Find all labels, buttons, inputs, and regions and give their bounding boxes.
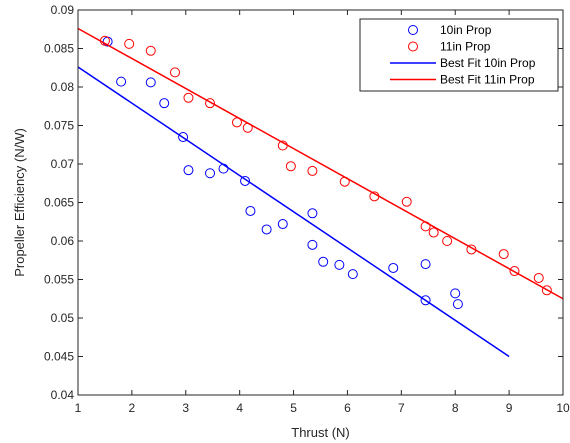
point-1-18 bbox=[498, 249, 509, 260]
point-0-21 bbox=[452, 299, 463, 310]
point-1-21 bbox=[541, 285, 552, 296]
y-tick-label-7: 0.075 bbox=[44, 119, 74, 133]
point-0-12 bbox=[307, 208, 318, 219]
y-tick-label-5: 0.065 bbox=[44, 196, 74, 210]
x-tick-label-8: 9 bbox=[506, 401, 513, 415]
legend-swatch-0 bbox=[408, 25, 418, 35]
x-tick-label-6: 7 bbox=[398, 401, 405, 415]
x-tick-label-4: 5 bbox=[290, 401, 297, 415]
point-0-17 bbox=[388, 262, 399, 273]
y-tick-label-10: 0.09 bbox=[51, 3, 75, 17]
point-0-13 bbox=[307, 239, 318, 250]
legend: 10in Prop 11in Prop Best Fit 10in Prop Best… bbox=[359, 18, 559, 92]
legend-entry-0: 10in Prop bbox=[440, 23, 492, 37]
legend-swatch-1 bbox=[408, 41, 418, 52]
y-tick-label-9: 0.085 bbox=[44, 42, 74, 56]
point-0-1 bbox=[116, 76, 127, 87]
series-2 bbox=[77, 66, 510, 358]
point-0-9 bbox=[245, 205, 256, 216]
y-tick-label-0: 0.04 bbox=[51, 388, 75, 402]
y-tick-label-3: 0.055 bbox=[44, 273, 74, 287]
point-1-4 bbox=[183, 92, 194, 103]
point-1-20 bbox=[533, 272, 544, 283]
point-0-10 bbox=[261, 224, 272, 235]
x-tick-label-5: 6 bbox=[344, 401, 351, 415]
point-1-1 bbox=[124, 38, 135, 49]
y-tick-label-1: 0.045 bbox=[44, 350, 74, 364]
x-tick-label-2: 3 bbox=[182, 401, 189, 415]
x-tick-label-1: 2 bbox=[129, 401, 136, 415]
point-0-11 bbox=[277, 219, 288, 230]
plot-marks bbox=[77, 27, 564, 358]
point-0-16 bbox=[347, 269, 358, 280]
point-1-9 bbox=[285, 161, 296, 172]
point-1-2 bbox=[145, 45, 156, 56]
point-1-3 bbox=[170, 67, 180, 78]
x-axis-label: Thrust (N) bbox=[291, 425, 350, 440]
point-0-14 bbox=[318, 256, 329, 267]
point-0-4 bbox=[178, 132, 189, 143]
y-tick-label-4: 0.06 bbox=[51, 234, 75, 248]
point-1-15 bbox=[428, 227, 439, 238]
point-1-16 bbox=[442, 236, 453, 246]
point-1-13 bbox=[401, 196, 412, 207]
legend-entry-3: Best Fit 11in Prop bbox=[440, 73, 535, 87]
point-0-2 bbox=[145, 77, 156, 88]
point-0-18 bbox=[420, 259, 431, 270]
point-0-19 bbox=[420, 295, 431, 306]
legend-entry-2: Best Fit 10in Prop bbox=[440, 56, 536, 70]
x-tick-label-0: 1 bbox=[75, 401, 82, 415]
y-tick-label-6: 0.07 bbox=[51, 157, 75, 171]
point-0-20 bbox=[450, 288, 461, 299]
x-tick-label-7: 8 bbox=[452, 401, 459, 415]
axis-ticks: 1 2 3 4 5 6 7 8 9 10 0.04 0.045 0.05 0.055 0.06 0.065 0.… bbox=[44, 3, 570, 415]
point-0-8 bbox=[240, 175, 251, 186]
legend-entry-1: 11in Prop bbox=[440, 40, 491, 54]
x-tick-label-3: 4 bbox=[236, 401, 243, 415]
series-3 bbox=[77, 27, 564, 300]
y-tick-label-8: 0.08 bbox=[51, 80, 75, 94]
point-0-5 bbox=[183, 165, 194, 176]
y-tick-label-2: 0.05 bbox=[51, 311, 75, 325]
point-0-15 bbox=[334, 259, 345, 270]
y-axis-label: Propeller Efficiency (N/W) bbox=[12, 128, 27, 277]
point-1-10 bbox=[307, 165, 318, 176]
point-0-3 bbox=[159, 98, 170, 109]
fit-line-3 bbox=[77, 27, 564, 300]
fit-line-2 bbox=[77, 66, 510, 358]
point-1-5 bbox=[205, 98, 216, 109]
point-0-6 bbox=[205, 168, 216, 179]
x-tick-label-9: 10 bbox=[556, 401, 570, 415]
series-0 bbox=[102, 36, 463, 310]
point-1-19 bbox=[509, 266, 520, 277]
